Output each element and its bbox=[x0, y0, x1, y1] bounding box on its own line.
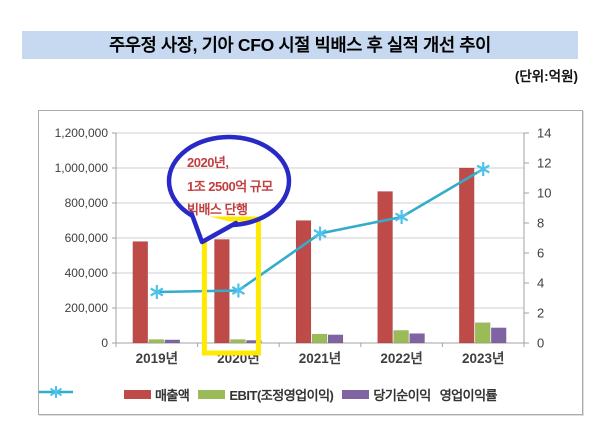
legend-item-2: 당기순이익 bbox=[342, 385, 431, 404]
bar-매출액-2023년 bbox=[458, 167, 475, 344]
bar-EBIT(조정영업이익)-2022년 bbox=[393, 330, 409, 344]
bar-EBIT(조정영업이익)-2019년 bbox=[148, 339, 165, 344]
legend-label: 매출액 bbox=[154, 388, 190, 403]
y-axis-right-tick: 0 bbox=[537, 336, 544, 351]
annotation-line: 2020년, bbox=[187, 155, 229, 170]
bar-series-2 bbox=[164, 327, 507, 344]
legend-line-marker-icon bbox=[39, 386, 73, 398]
bar-매출액-2022년 bbox=[377, 191, 393, 344]
bar-매출액-2019년 bbox=[132, 241, 149, 344]
y-axis-right-tick: 2 bbox=[537, 306, 544, 321]
axes: 0 200,000 400,000 600,000 800,000 1,000,000 1,… bbox=[55, 126, 552, 351]
annotation-line: 빅배스 단행 bbox=[187, 202, 248, 217]
legend-label: 영업이익률 bbox=[439, 388, 498, 403]
y-axis-left-tick: 800,000 bbox=[65, 196, 109, 210]
bar-EBIT(조정영업이익)-2023년 bbox=[474, 322, 491, 344]
x-axis-label: 2023년 bbox=[462, 351, 504, 366]
y-axis-left-tick: 400,000 bbox=[65, 266, 109, 280]
annotation-bubble-text: 2020년, 1조 2500억 규모 빅배스 단행 bbox=[187, 151, 317, 222]
unit-label: (단위:억원) bbox=[514, 69, 578, 84]
y-axis-right-tick: 4 bbox=[537, 276, 544, 291]
bar-당기순이익-2021년 bbox=[327, 334, 344, 344]
bar-당기순이익-2023년 bbox=[490, 327, 507, 344]
bar-매출액-2021년 bbox=[295, 220, 312, 344]
annotation-bubble bbox=[166, 134, 292, 245]
bar-당기순이익-2022년 bbox=[409, 333, 425, 344]
y-axis-right-tick: 14 bbox=[537, 126, 551, 141]
legend-swatch-icon bbox=[123, 390, 151, 399]
bar-EBIT(조정영업이익)-2020년 bbox=[230, 339, 246, 344]
legend-label: 당기순이익 bbox=[373, 388, 431, 403]
bar-당기순이익-2019년 bbox=[164, 339, 181, 344]
y-axis-right-tick: 12 bbox=[537, 156, 551, 171]
y-axis-right-tick: 10 bbox=[537, 186, 551, 201]
legend-label: EBIT(조정영업이익) bbox=[229, 388, 334, 403]
page-title: 주우정 사장, 기아 CFO 시절 빅배스 후 실적 개선 추이 bbox=[22, 31, 578, 59]
chart-legend: 매출액 EBIT(조정영업이익) 당기순이익 영업이익률 bbox=[39, 385, 582, 404]
y-axis-left-tick: 1,000,000 bbox=[55, 161, 109, 175]
legend-swatch-icon bbox=[198, 390, 226, 399]
y-axis-left-tick: 600,000 bbox=[65, 231, 109, 245]
bar-series-0 bbox=[132, 167, 475, 344]
legend-item-3: 영업이익률 bbox=[39, 385, 498, 404]
x-axis-label: 2022년 bbox=[380, 351, 422, 366]
x-axis-label: 2021년 bbox=[299, 351, 341, 366]
y-axis-right-tick: 6 bbox=[537, 246, 544, 261]
chart-frame: 0 200,000 400,000 600,000 800,000 1,000,000 1,… bbox=[38, 110, 583, 415]
y-axis-right-tick: 8 bbox=[537, 216, 544, 231]
bar-series-1 bbox=[148, 322, 491, 344]
y-axis-left-tick: 1,200,000 bbox=[55, 126, 109, 140]
bar-당기순이익-2020년 bbox=[246, 340, 262, 344]
bar-EBIT(조정영업이익)-2021년 bbox=[311, 333, 328, 344]
x-axis-label: 2019년 bbox=[136, 351, 178, 366]
combo-chart: 0 200,000 400,000 600,000 800,000 1,000,000 1,… bbox=[55, 126, 552, 367]
legend-item-1: EBIT(조정영업이익) bbox=[198, 385, 334, 404]
highlight-box-2020 bbox=[201, 216, 261, 356]
annotation-line: 1조 2500억 규모 bbox=[187, 178, 273, 194]
y-axis-left-tick: 200,000 bbox=[65, 301, 109, 315]
line-markers bbox=[150, 162, 490, 299]
legend-swatch-icon bbox=[342, 390, 370, 399]
y-axis-left-tick: 0 bbox=[101, 336, 108, 350]
legend-item-0: 매출액 bbox=[123, 385, 190, 404]
